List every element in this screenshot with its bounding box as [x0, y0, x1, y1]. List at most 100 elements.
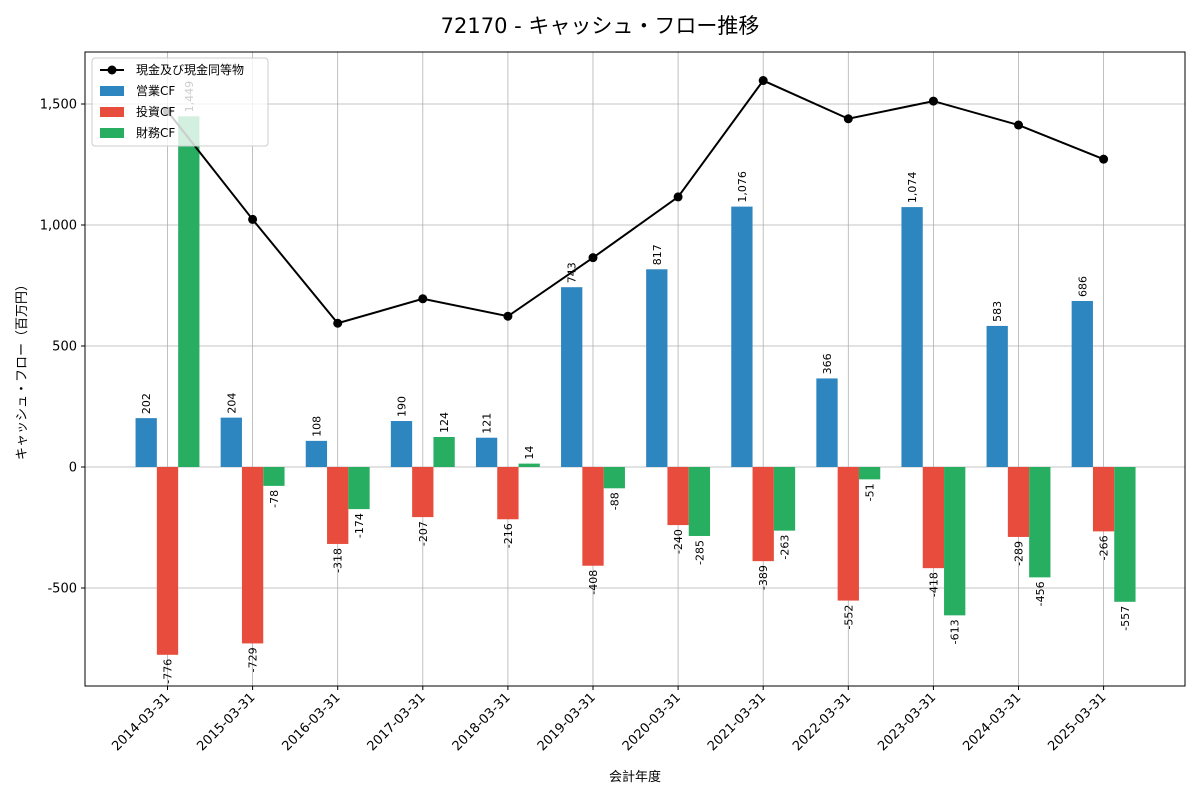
- cash-point: [843, 114, 853, 124]
- data-label: -285: [693, 540, 706, 565]
- bar-1: [1071, 300, 1093, 467]
- data-label: -418: [927, 572, 940, 597]
- legend-bar-swatch: [100, 128, 124, 138]
- data-label: 190: [396, 396, 409, 417]
- bar-3: [1114, 467, 1136, 602]
- data-label: 1,074: [906, 172, 919, 204]
- bar-3: [518, 463, 540, 467]
- data-label: 202: [140, 393, 153, 414]
- cash-point: [928, 96, 938, 106]
- data-label: 204: [225, 393, 238, 414]
- y-axis-label: キャッシュ・フロー（百万円）: [15, 278, 30, 460]
- bar-3: [263, 467, 285, 486]
- legend-bar-swatch: [100, 86, 124, 96]
- bar-2: [582, 467, 604, 566]
- data-label: -51: [864, 483, 877, 501]
- line-layer: [163, 76, 1109, 328]
- data-label: -552: [842, 605, 855, 630]
- cash-point: [333, 318, 343, 328]
- bar-3: [433, 436, 455, 467]
- bar-1: [135, 418, 157, 467]
- data-label: -266: [1098, 535, 1111, 560]
- bar-1: [986, 325, 1008, 467]
- data-label: 124: [438, 412, 451, 433]
- cash-point: [1099, 154, 1109, 164]
- cash-point: [588, 253, 598, 263]
- chart-title: 72170 - キャッシュ・フロー推移: [441, 14, 760, 38]
- data-label: -174: [353, 513, 366, 538]
- bar-3: [1029, 467, 1051, 578]
- bar-2: [1007, 467, 1030, 537]
- data-label: -729: [247, 647, 260, 672]
- data-label: 686: [1076, 276, 1089, 297]
- data-label: -78: [268, 490, 281, 508]
- data-label: -216: [502, 523, 515, 548]
- cash-point: [1014, 120, 1023, 130]
- y-tick-label: 0: [69, 461, 77, 476]
- y-tick-label: -500: [47, 582, 77, 597]
- bar-2: [922, 467, 945, 569]
- bar-1: [390, 421, 413, 467]
- data-label: -289: [1013, 541, 1026, 566]
- grid-layer: [85, 52, 1185, 686]
- bar-3: [178, 116, 200, 467]
- bar-1: [901, 207, 923, 468]
- bar-3: [348, 467, 370, 510]
- bar-2: [667, 467, 689, 526]
- bar-1: [816, 378, 838, 467]
- bar-3: [603, 467, 625, 489]
- cash-point: [503, 311, 513, 321]
- data-label: -613: [949, 619, 962, 644]
- legend-label: 投資CF: [136, 104, 175, 119]
- bar-1: [731, 206, 753, 467]
- data-label: -318: [332, 548, 345, 573]
- legend-line-marker: [107, 65, 117, 75]
- cash-point: [673, 192, 683, 202]
- x-axis-label: 会計年度: [609, 769, 661, 785]
- data-label: 583: [991, 301, 1004, 322]
- data-label: 817: [651, 244, 664, 265]
- bar-2: [837, 467, 859, 601]
- data-label: 14: [523, 446, 536, 460]
- data-label: -263: [779, 535, 792, 560]
- bar-2: [241, 467, 264, 644]
- bar-2: [1092, 467, 1115, 532]
- bar-3: [858, 467, 881, 480]
- data-label: -207: [417, 521, 430, 546]
- bar-2: [327, 467, 349, 544]
- data-label: -776: [162, 659, 175, 684]
- bar-3: [688, 467, 711, 536]
- bar-1: [646, 269, 668, 467]
- legend-label: 財務CF: [136, 125, 175, 140]
- legend-bar-swatch: [100, 107, 124, 117]
- legend-label: 現金及び現金同等物: [136, 62, 244, 77]
- bar-2: [497, 467, 519, 520]
- y-tick-label: 1,000: [40, 219, 77, 234]
- data-label: -456: [1034, 581, 1047, 606]
- data-label: -88: [608, 492, 621, 510]
- data-label: -389: [757, 565, 770, 590]
- y-tick-label: 1,500: [40, 98, 77, 113]
- legend-label: 営業CF: [136, 84, 175, 98]
- cash-point: [418, 294, 428, 304]
- cash-point: [758, 76, 768, 86]
- bar-2: [156, 467, 179, 655]
- cash-line: [166, 79, 1104, 325]
- bar-3: [944, 467, 966, 616]
- data-label: 1,076: [736, 171, 749, 203]
- bar-2: [412, 467, 434, 518]
- data-label: -408: [587, 570, 600, 595]
- data-label: -557: [1119, 606, 1132, 631]
- legend-box: [91, 57, 269, 147]
- data-label: 743: [566, 262, 579, 283]
- data-label: 366: [821, 353, 834, 374]
- bar-1: [561, 287, 583, 467]
- y-tick-label: 500: [52, 340, 77, 355]
- bar-3: [773, 467, 796, 531]
- cash-point: [248, 214, 258, 224]
- bar-layer: [135, 116, 1136, 655]
- plot-frame: [84, 51, 1186, 687]
- data-label: 121: [481, 413, 494, 434]
